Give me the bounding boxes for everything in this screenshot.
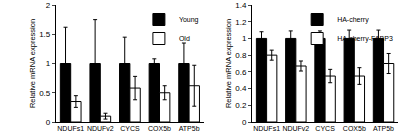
svg-text:0.4: 0.4 <box>235 84 247 93</box>
svg-text:COX5b: COX5b <box>148 125 171 132</box>
svg-text:Relative mRNA expression: Relative mRNA expression <box>28 19 37 108</box>
svg-text:2: 2 <box>46 1 51 10</box>
svg-text:CYCS: CYCS <box>315 125 335 132</box>
svg-text:Relative mRNA expression: Relative mRNA expression <box>224 19 233 108</box>
svg-text:1: 1 <box>46 59 51 68</box>
svg-text:1: 1 <box>242 34 247 43</box>
svg-text:1.4: 1.4 <box>235 1 247 10</box>
svg-text:0: 0 <box>242 118 247 127</box>
svg-text:COX5b: COX5b <box>343 125 366 132</box>
svg-text:NDUFv2: NDUFv2 <box>282 125 309 132</box>
svg-text:CYCS: CYCS <box>120 125 140 132</box>
svg-text:0.2: 0.2 <box>235 101 247 110</box>
svg-text:Old: Old <box>179 35 190 42</box>
svg-text:0.6: 0.6 <box>235 68 247 77</box>
svg-text:ATP5b: ATP5b <box>179 125 200 132</box>
svg-text:0: 0 <box>46 118 51 127</box>
svg-text:ATP5b: ATP5b <box>373 125 394 132</box>
svg-text:Young: Young <box>179 16 199 24</box>
svg-text:NDUFs1: NDUFs1 <box>57 125 84 132</box>
svg-text:NDUFs1: NDUFs1 <box>253 125 280 132</box>
svg-text:NDUFv2: NDUFv2 <box>87 125 114 132</box>
svg-text:0.8: 0.8 <box>235 51 247 60</box>
svg-text:HA-cherry: HA-cherry <box>337 16 369 24</box>
svg-text:1.5: 1.5 <box>39 30 51 39</box>
svg-text:1.2: 1.2 <box>235 18 247 27</box>
svg-text:HA-cherry-FABP3: HA-cherry-FABP3 <box>337 35 393 43</box>
svg-text:0.5: 0.5 <box>39 89 51 98</box>
